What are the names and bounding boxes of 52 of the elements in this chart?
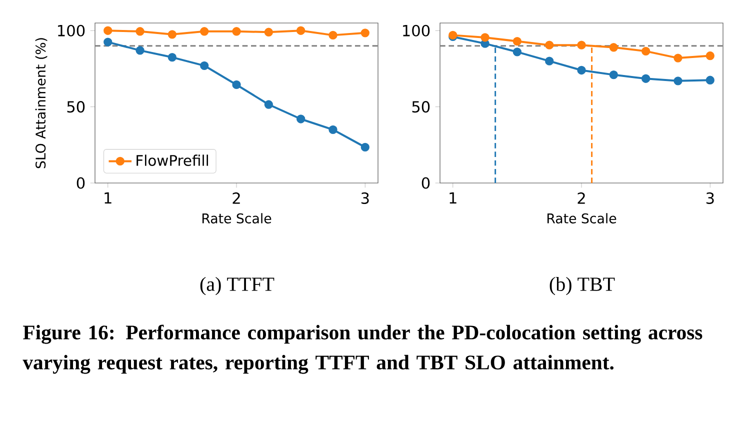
x-axis-title: Rate Scale <box>202 213 272 224</box>
point <box>641 46 650 56</box>
legend-label: FlowPrefill <box>136 154 208 166</box>
x-tick-label: 1 <box>450 192 456 204</box>
caption: Figure 16: Performance comparison under the PD-colocation setting across varying request rates, reporting TTFT and TBT SLO attainment. <box>22 324 702 374</box>
y-tick-label: 100 <box>58 24 85 36</box>
point <box>641 74 650 83</box>
x-tick-label: 3 <box>361 192 369 204</box>
point <box>200 27 209 36</box>
point <box>512 48 522 56</box>
point <box>706 76 714 84</box>
point <box>609 43 618 52</box>
point <box>577 40 586 50</box>
point <box>512 36 522 46</box>
y-axis-title: SLO Attainment (%) <box>35 38 48 168</box>
y-tick-label: 50 <box>67 101 85 113</box>
point <box>545 56 554 66</box>
point <box>360 142 370 152</box>
point <box>706 51 714 60</box>
x-tick-label: 2 <box>232 192 240 204</box>
x-tick-label: 3 <box>706 192 714 204</box>
point <box>577 66 586 75</box>
point <box>674 54 682 62</box>
point <box>104 38 112 46</box>
x-tick-label: 2 <box>578 192 585 204</box>
point <box>168 30 177 39</box>
point <box>232 27 241 36</box>
point <box>264 28 273 36</box>
x-axis-title: Rate Scale <box>547 213 616 224</box>
y-tick-label: 0 <box>422 177 430 189</box>
y-tick-label: 50 <box>412 101 430 113</box>
y-tick-label: 100 <box>403 24 430 36</box>
text: (b) TBT <box>550 276 615 296</box>
point <box>328 30 338 40</box>
point <box>136 27 144 36</box>
point <box>296 114 306 124</box>
point <box>136 46 144 55</box>
text: (a) TTFT <box>200 276 274 296</box>
point <box>104 26 112 35</box>
point <box>296 26 306 35</box>
point <box>168 52 177 62</box>
point <box>609 70 618 80</box>
point <box>545 40 554 50</box>
point <box>328 125 338 134</box>
point <box>674 76 682 86</box>
y-tick-label: 0 <box>76 177 85 189</box>
point <box>200 61 209 70</box>
point <box>232 80 241 90</box>
point <box>480 33 490 42</box>
x-tick-label: 1 <box>104 192 112 204</box>
point <box>264 100 273 109</box>
point <box>360 28 370 38</box>
